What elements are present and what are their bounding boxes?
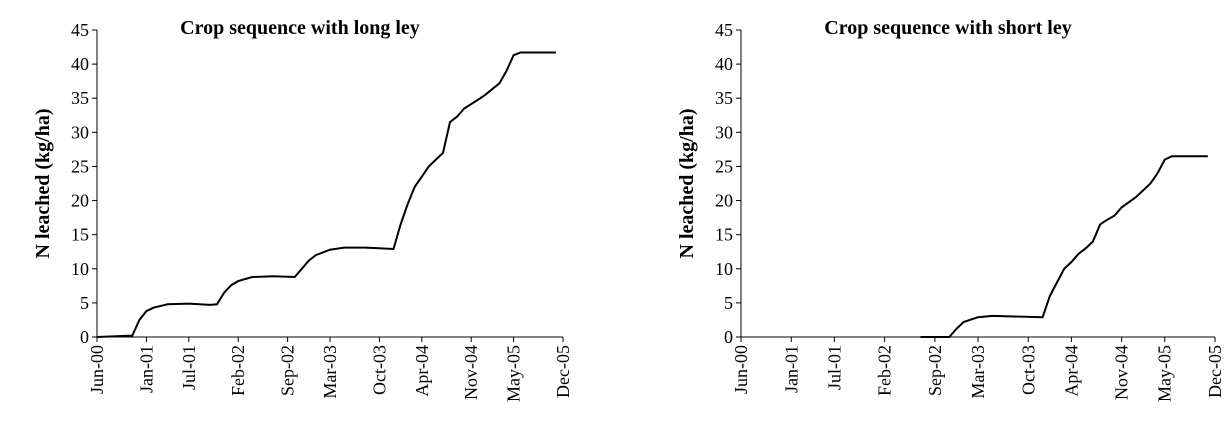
x-tick-label: Apr-04 bbox=[412, 345, 432, 397]
x-tick-label: Mar-03 bbox=[320, 345, 340, 399]
y-tick-label: 5 bbox=[80, 293, 89, 313]
y-tick-label: 45 bbox=[715, 20, 733, 40]
x-tick-label: Mar-03 bbox=[968, 345, 988, 399]
y-tick-label: 30 bbox=[715, 122, 733, 142]
y-tick-label: 0 bbox=[80, 327, 89, 347]
chart-title: Crop sequence with short ley bbox=[824, 17, 1071, 39]
x-tick-label: Nov-04 bbox=[461, 345, 481, 400]
x-tick-label: Jun-00 bbox=[87, 345, 107, 394]
x-tick-label: May-05 bbox=[1155, 345, 1175, 402]
chart-title: Crop sequence with long ley bbox=[180, 17, 420, 39]
x-tick-label: May-05 bbox=[504, 345, 524, 402]
y-tick-label: 25 bbox=[715, 156, 733, 176]
x-tick-label: Jan-01 bbox=[136, 345, 156, 393]
data-line bbox=[96, 51, 556, 338]
x-tick-label: Jul-01 bbox=[824, 345, 844, 390]
x-tick-label: Sep-02 bbox=[278, 345, 298, 396]
y-axis-label: N leached (kg/ha) bbox=[676, 109, 698, 259]
x-tick-label: Oct-03 bbox=[369, 345, 389, 395]
y-tick-label: 35 bbox=[715, 88, 733, 108]
y-tick-label: 15 bbox=[71, 225, 89, 245]
y-tick-label: 40 bbox=[71, 54, 89, 74]
y-tick-label: 35 bbox=[71, 88, 89, 108]
x-tick-label: Feb-02 bbox=[875, 345, 895, 396]
x-tick-label: Jun-00 bbox=[731, 345, 751, 394]
y-tick-label: 45 bbox=[71, 20, 89, 40]
x-tick-label: Jul-01 bbox=[179, 345, 199, 390]
data-line bbox=[920, 155, 1208, 338]
x-tick-label: Feb-02 bbox=[228, 345, 248, 396]
x-tick-label: Jan-01 bbox=[781, 345, 801, 393]
y-tick-label: 15 bbox=[715, 225, 733, 245]
y-tick-label: 10 bbox=[715, 259, 733, 279]
y-tick-label: 0 bbox=[724, 327, 733, 347]
x-tick-label: Dec-05 bbox=[1205, 345, 1225, 398]
y-tick-label: 25 bbox=[71, 156, 89, 176]
x-tick-label: Dec-05 bbox=[553, 345, 573, 398]
x-tick-label: Sep-02 bbox=[925, 345, 945, 396]
x-tick-label: Oct-03 bbox=[1018, 345, 1038, 395]
y-tick-label: 30 bbox=[71, 122, 89, 142]
y-tick-label: 20 bbox=[715, 191, 733, 211]
y-tick-label: 20 bbox=[71, 191, 89, 211]
y-axis-label: N leached (kg/ha) bbox=[32, 109, 54, 259]
x-tick-label: Nov-04 bbox=[1112, 345, 1132, 400]
y-tick-label: 5 bbox=[724, 293, 733, 313]
y-tick-label: 40 bbox=[715, 54, 733, 74]
y-tick-label: 10 bbox=[71, 259, 89, 279]
x-tick-label: Apr-04 bbox=[1061, 345, 1081, 397]
